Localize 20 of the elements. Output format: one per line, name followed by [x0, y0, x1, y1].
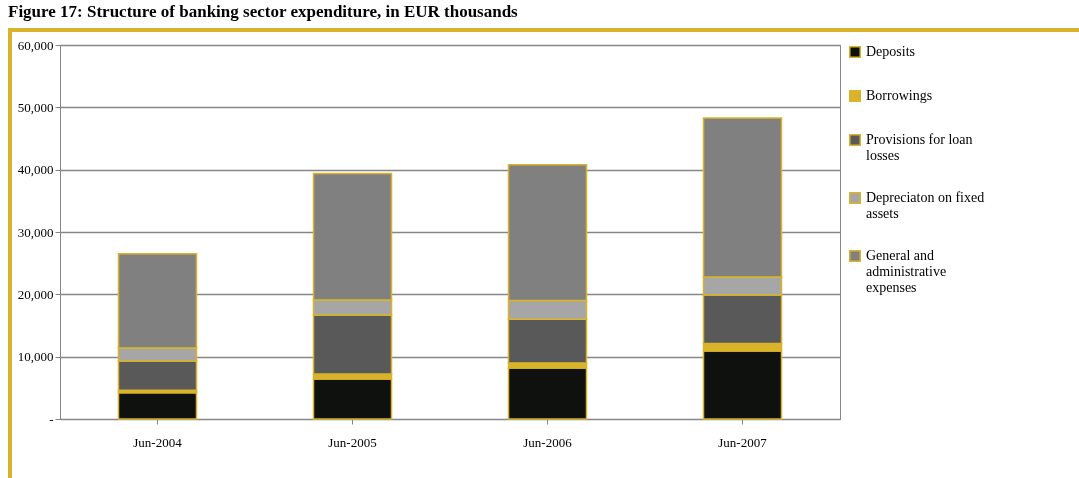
bar — [117, 392, 198, 420]
y-tick-label: 30,000 — [17, 224, 54, 240]
legend-label: Borrowings — [866, 88, 933, 103]
chart-title: Figure 17: Structure of banking sector expenditure, in EUR thousands — [7, 1, 519, 23]
y-tick-label: 10,000 — [17, 349, 54, 365]
y-tick-label: 20,000 — [17, 286, 54, 302]
x-tick-label: Jun-2005 — [328, 434, 377, 450]
legend-label: Depreciaton on fixed assets — [866, 190, 985, 221]
bar — [312, 378, 393, 420]
legend-label: Deposits — [866, 44, 915, 59]
x-tick-label: Jun-2007 — [718, 434, 768, 450]
legend-label: Provisions for loan losses — [866, 132, 973, 163]
bar — [507, 367, 588, 420]
y-tick-label: 60,000 — [17, 37, 54, 53]
y-tick-label: - — [49, 411, 54, 427]
legend-label: General and administrative expenses — [866, 248, 947, 295]
x-tick-label: Jun-2006 — [523, 434, 573, 450]
x-tick-label: Jun-2004 — [133, 434, 183, 450]
y-tick-label: 50,000 — [17, 99, 54, 115]
y-tick-label: 40,000 — [17, 162, 54, 178]
